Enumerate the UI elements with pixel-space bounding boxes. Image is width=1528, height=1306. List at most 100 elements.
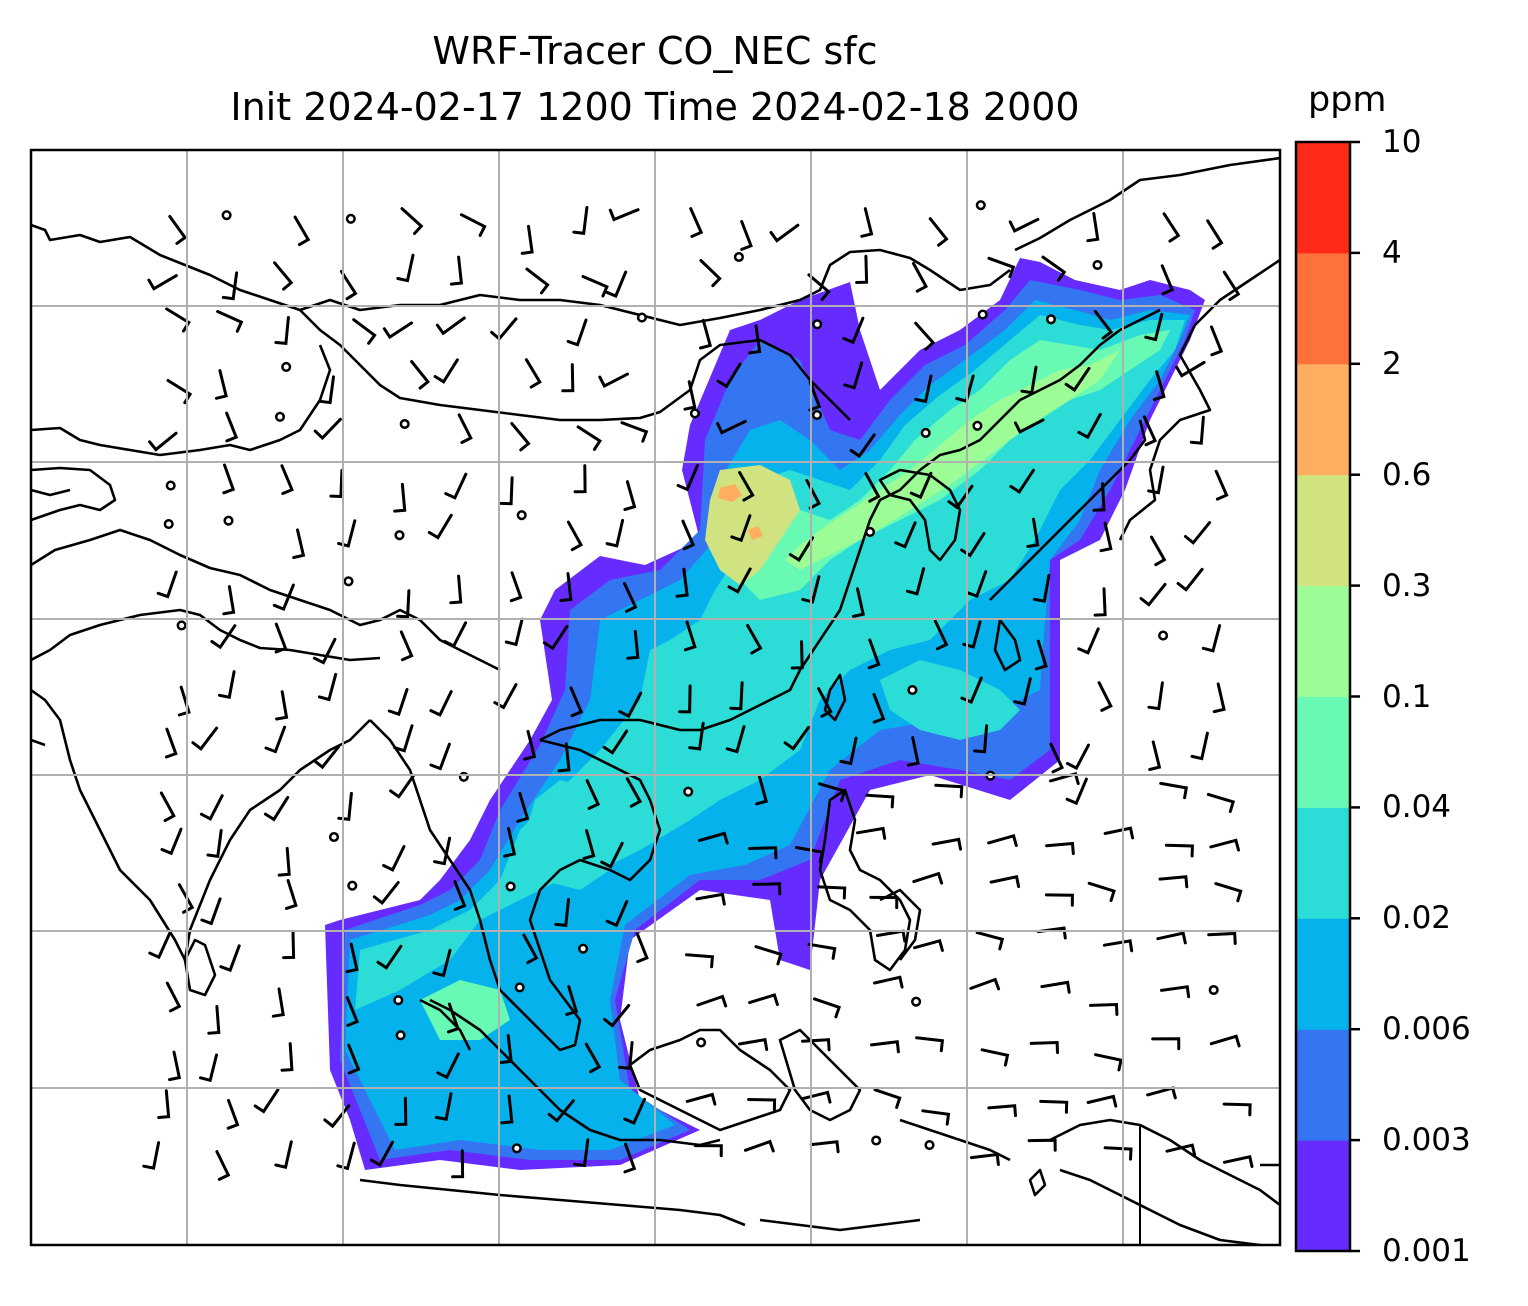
wind-barb xyxy=(221,271,239,301)
wind-barb xyxy=(618,691,643,719)
calm-marker xyxy=(516,510,527,521)
wind-barb xyxy=(913,938,944,952)
wind-barb xyxy=(1139,582,1167,607)
wind-barb xyxy=(860,207,874,238)
wind-barb xyxy=(148,932,172,960)
calm-marker xyxy=(399,418,410,430)
wind-barb xyxy=(1032,574,1051,603)
wind-barb xyxy=(849,433,876,459)
calm-marker xyxy=(163,519,174,530)
wind-barb xyxy=(1142,415,1158,447)
calm-marker xyxy=(395,1030,406,1041)
wind-barb xyxy=(743,1139,775,1153)
wind-barb xyxy=(1013,418,1045,434)
wind-barb xyxy=(1094,1053,1123,1072)
wind-barb xyxy=(914,321,936,351)
calm-marker xyxy=(165,480,176,491)
calm-marker xyxy=(1092,259,1103,271)
wind-barb xyxy=(912,871,944,885)
wind-barb xyxy=(572,206,589,235)
calm-marker xyxy=(1208,984,1219,996)
wind-barb xyxy=(966,570,988,599)
calm-marker xyxy=(345,213,356,224)
wind-barb xyxy=(584,1042,602,1074)
wind-barb xyxy=(906,736,920,767)
wind-barb xyxy=(1102,939,1134,953)
colorbar-unit-label: ppm xyxy=(1308,80,1387,120)
wind-barb xyxy=(873,975,904,989)
wind-barb xyxy=(1147,465,1165,495)
wind-barb xyxy=(336,1141,356,1171)
wind-barb xyxy=(807,273,831,301)
wind-barb xyxy=(557,742,571,773)
calm-marker xyxy=(811,409,823,421)
wind-barb xyxy=(292,528,306,559)
wind-barb xyxy=(446,1002,460,1034)
wind-barb xyxy=(1089,1002,1119,1016)
wind-barb xyxy=(272,583,295,612)
calm-marker xyxy=(975,200,986,211)
wind-barb xyxy=(817,885,847,900)
wind-barb xyxy=(1148,740,1162,771)
wind-barb xyxy=(317,672,338,702)
wind-barb xyxy=(813,997,841,1019)
calm-marker xyxy=(274,411,286,422)
wind-barb xyxy=(867,638,881,670)
calm-marker xyxy=(924,1140,935,1151)
wind-barb xyxy=(271,987,285,1018)
wind-barb xyxy=(372,881,400,906)
wind-barb xyxy=(263,795,290,822)
wind-barb xyxy=(1214,882,1243,903)
wind-barb xyxy=(1049,742,1064,774)
wind-barb xyxy=(142,1141,161,1170)
wind-barb xyxy=(277,846,291,877)
calm-marker xyxy=(514,982,525,993)
colorbar-segment xyxy=(1296,252,1350,365)
calm-marker xyxy=(977,309,988,320)
wind-barb xyxy=(313,417,342,441)
wind-barb xyxy=(1099,521,1113,553)
wind-barb xyxy=(1013,677,1032,706)
colorbar-ticks xyxy=(1350,140,1360,1253)
wind-barbs xyxy=(142,206,1254,1181)
map-layers xyxy=(31,150,1280,1245)
wind-barb xyxy=(865,793,895,809)
wind-barb xyxy=(605,270,628,298)
wind-barb xyxy=(554,898,570,928)
wind-barb xyxy=(210,624,237,650)
wind-barb xyxy=(191,726,219,751)
wind-barb xyxy=(681,519,696,551)
wind-barb xyxy=(443,621,468,649)
wind-barb xyxy=(625,777,643,808)
wind-barb xyxy=(293,215,311,247)
wind-barb xyxy=(573,1138,590,1168)
wind-barb xyxy=(323,1104,351,1129)
wind-barb xyxy=(1027,1138,1057,1152)
calm-marker xyxy=(733,251,744,263)
wind-barb xyxy=(855,254,869,284)
wind-barb xyxy=(1086,212,1100,243)
wind-barb xyxy=(206,829,223,858)
wind-barb xyxy=(566,520,584,552)
wind-barb xyxy=(676,464,699,492)
calm-marker xyxy=(972,420,983,431)
wind-barb xyxy=(226,1098,240,1130)
calm-marker xyxy=(907,684,918,696)
wind-barb xyxy=(905,567,926,596)
calm-marker xyxy=(328,831,340,843)
calm-marker xyxy=(689,408,700,419)
wind-barb xyxy=(1103,826,1135,840)
wind-barb xyxy=(683,380,697,411)
wind-barb xyxy=(1190,731,1209,761)
wind-barb xyxy=(156,570,178,599)
wind-barb xyxy=(603,1004,631,1028)
wind-barb xyxy=(444,472,468,500)
wind-barb xyxy=(783,726,810,751)
wind-barb xyxy=(872,692,886,724)
concentration-field xyxy=(325,258,1205,1170)
wind-barb xyxy=(869,895,899,910)
wind-barb xyxy=(160,827,183,856)
calm-marker xyxy=(871,1135,882,1146)
wind-barb xyxy=(1162,212,1181,243)
wind-barb xyxy=(222,585,236,616)
